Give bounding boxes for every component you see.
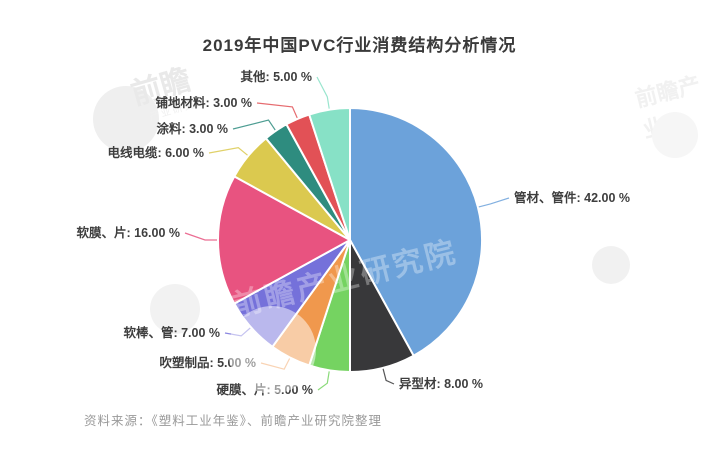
- slice-label-6: 软膜、片: 16.00 %: [76, 225, 180, 240]
- slice-label-9: 铺地材料: 3.00 %: [155, 95, 252, 110]
- slice-label-8: 涂料: 3.00 %: [156, 121, 228, 136]
- leader-line-9: [256, 102, 298, 119]
- slice-label-7: 电线电缆: 6.00 %: [107, 145, 204, 160]
- pie-slices: [216, 107, 484, 374]
- pie-slice-1[interactable]: [349, 107, 484, 357]
- leader-line-5: [224, 327, 251, 337]
- slice-label-10: 其他: 5.00 %: [240, 69, 312, 84]
- leader-line-8: [232, 119, 276, 131]
- leader-line-2: [382, 368, 395, 385]
- pie-slice-10[interactable]: [308, 107, 351, 241]
- leader-line-4: [260, 358, 291, 370]
- slice-label-3: 硬膜、片: 5.00 %: [216, 382, 313, 397]
- leader-line-6: [184, 232, 217, 241]
- leader-line-3: [317, 371, 330, 391]
- source-note: 资料来源：《塑料工业年鉴》、前瞻产业研究院整理: [84, 414, 383, 428]
- slice-label-5: 软棒、管: 7.00 %: [123, 325, 220, 340]
- chart-title: 2019年中国PVC行业消费结构分析情况: [202, 36, 517, 55]
- leader-line-10: [316, 76, 330, 109]
- pie-slice-6[interactable]: [216, 175, 351, 305]
- slice-label-2: 异型材: 8.00 %: [399, 376, 483, 391]
- slice-label-4: 吹塑制品: 5.00 %: [159, 355, 256, 370]
- leader-line-1: [478, 197, 510, 208]
- leader-line-7: [208, 146, 248, 156]
- slice-label-1: 管材、管件: 42.00 %: [514, 190, 630, 205]
